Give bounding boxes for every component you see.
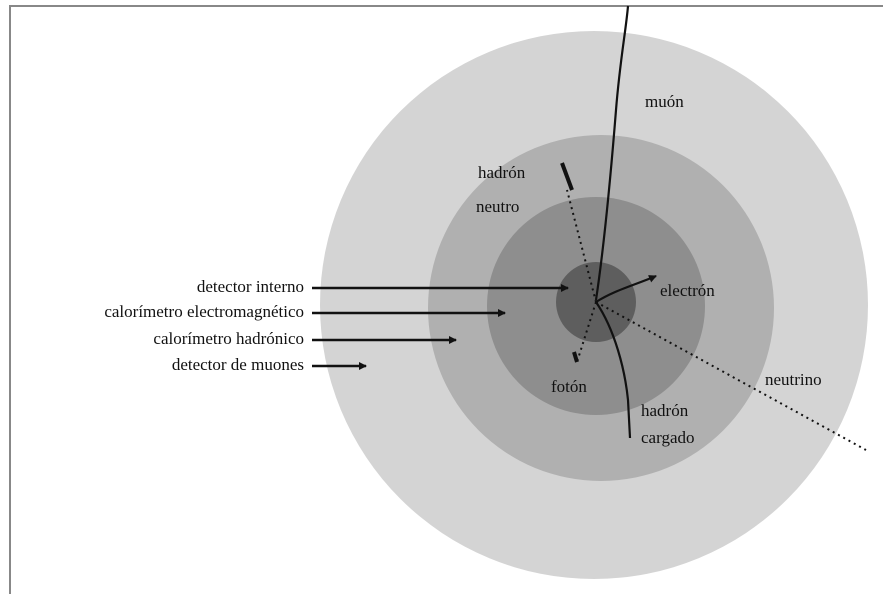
neutral-hadron-track: [566, 189, 597, 303]
particle-label: hadrón: [641, 401, 689, 420]
layer-label: calorímetro hadrónico: [153, 329, 304, 348]
particle-label: electrón: [660, 281, 715, 300]
frame: [9, 5, 883, 594]
particle-label: hadrón: [478, 163, 526, 182]
particle-label: neutrino: [765, 370, 822, 389]
electron-track: [595, 274, 657, 303]
particle-label: muón: [645, 92, 684, 111]
photon-track: [576, 301, 597, 363]
particle-label: neutro: [476, 197, 519, 216]
layer-label: calorímetro electromagnético: [104, 302, 304, 321]
layer-label: detector interno: [197, 277, 304, 296]
neutral-hadron-end: [560, 162, 574, 191]
layer-label: detector de muones: [172, 355, 304, 374]
muon-track: [594, 5, 630, 301]
particle-label: cargado: [641, 428, 695, 447]
charged-hadron-track: [595, 301, 632, 439]
particle-label: fotón: [551, 377, 587, 396]
